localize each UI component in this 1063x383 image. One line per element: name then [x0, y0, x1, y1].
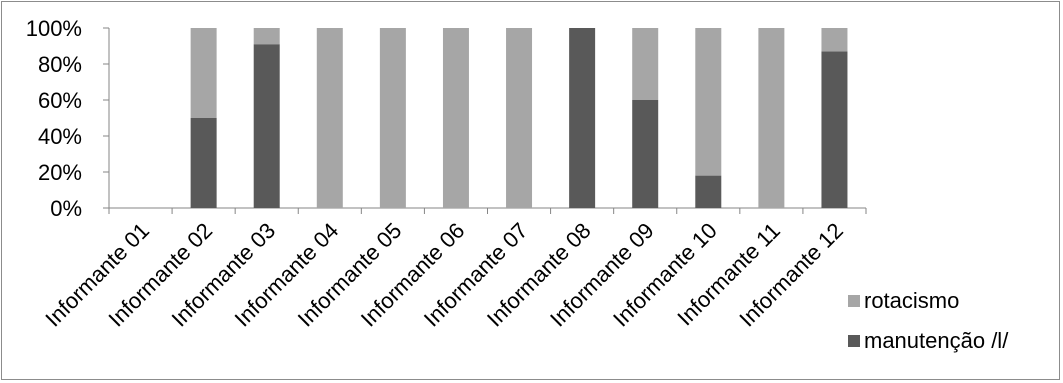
legend: rotacismo manutenção /l/ [848, 281, 1008, 361]
x-ticks [108, 208, 867, 214]
y-tick-label: 40% [38, 124, 82, 149]
bars [190, 28, 848, 209]
bar-segment [190, 118, 217, 208]
bar-segment [190, 28, 217, 118]
bar-segment [695, 28, 722, 176]
y-tick-label: 20% [38, 160, 82, 185]
bar-segment [632, 100, 659, 208]
bar-segment [758, 28, 785, 208]
bar-segment [821, 51, 848, 209]
legend-item-manutencao: manutenção /l/ [848, 321, 1008, 361]
y-ticks: 0% 20% 40% 60% 80% 100% [26, 16, 109, 221]
bar-segment [253, 28, 280, 45]
bar-segment [316, 28, 343, 208]
bar-segment [632, 28, 659, 100]
legend-label-rotacismo: rotacismo [864, 288, 960, 313]
bar-segment [821, 28, 848, 52]
legend-label-manutencao: manutenção /l/ [864, 328, 1009, 353]
bar-segment [253, 44, 280, 209]
bar-segment [569, 28, 596, 208]
legend-swatch-rotacismo [848, 295, 860, 307]
bar-segment [695, 175, 722, 208]
y-tick-label: 100% [26, 16, 82, 41]
bar-segment [379, 28, 406, 208]
y-tick-label: 60% [38, 88, 82, 113]
legend-swatch-manutencao [848, 335, 860, 347]
bar-segment [442, 28, 469, 208]
y-tick-label: 80% [38, 52, 82, 77]
legend-item-rotacismo: rotacismo [848, 281, 1008, 321]
y-tick-label: 0% [50, 196, 82, 221]
bar-segment [506, 28, 533, 208]
